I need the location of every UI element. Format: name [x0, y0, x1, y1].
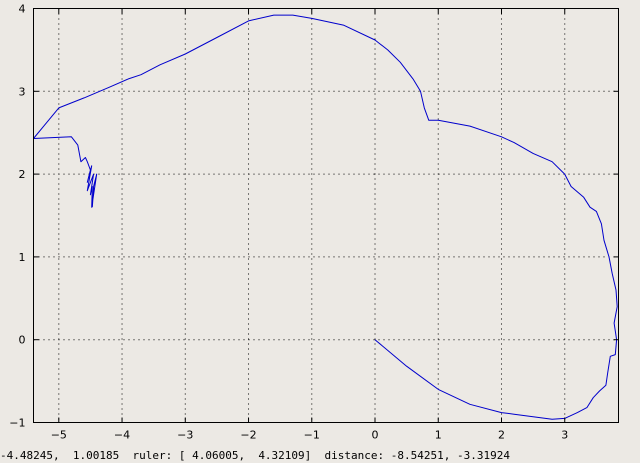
distance-label: distance:	[324, 449, 385, 462]
curve-layer	[33, 14, 618, 420]
y-tick-label: 4	[19, 3, 26, 16]
y-tick-label: −1	[9, 417, 25, 430]
distance-value: -8.54251, -3.31924	[390, 449, 510, 462]
y-tick-label: 2	[19, 168, 26, 181]
ruler-label: ruler:	[132, 449, 173, 462]
x-tick-label: 3	[561, 429, 568, 442]
x-tick-label: −4	[114, 429, 130, 442]
status-bar: -4.48245, 1.00185 ruler: [ 4.06005, 4.32…	[0, 448, 640, 463]
x-tick-label: −1	[304, 429, 320, 442]
x-axis: −5 −4 −3 −2 −1 0 1 2 3	[51, 8, 568, 442]
x-tick-label: −2	[240, 429, 256, 442]
plot-frame	[33, 8, 619, 423]
ruler-value: [ 4.06005, 4.32109]	[178, 449, 312, 462]
y-axis: −1 0 1 2 3 4	[9, 3, 619, 430]
cursor-coords: -4.48245, 1.00185	[0, 449, 120, 462]
grid	[33, 8, 619, 423]
x-tick-label: −5	[51, 429, 67, 442]
series-line-0	[33, 14, 618, 420]
x-tick-label: 0	[372, 429, 379, 442]
y-tick-label: 1	[19, 251, 26, 264]
x-tick-label: 1	[435, 429, 442, 442]
plot-canvas[interactable]: −5 −4 −3 −2 −1 0 1 2 3 −1 0 1 2 3 4	[0, 0, 640, 448]
x-tick-label: 2	[498, 429, 505, 442]
y-tick-label: 0	[19, 334, 26, 347]
x-tick-label: −3	[177, 429, 193, 442]
y-tick-label: 3	[19, 85, 26, 98]
